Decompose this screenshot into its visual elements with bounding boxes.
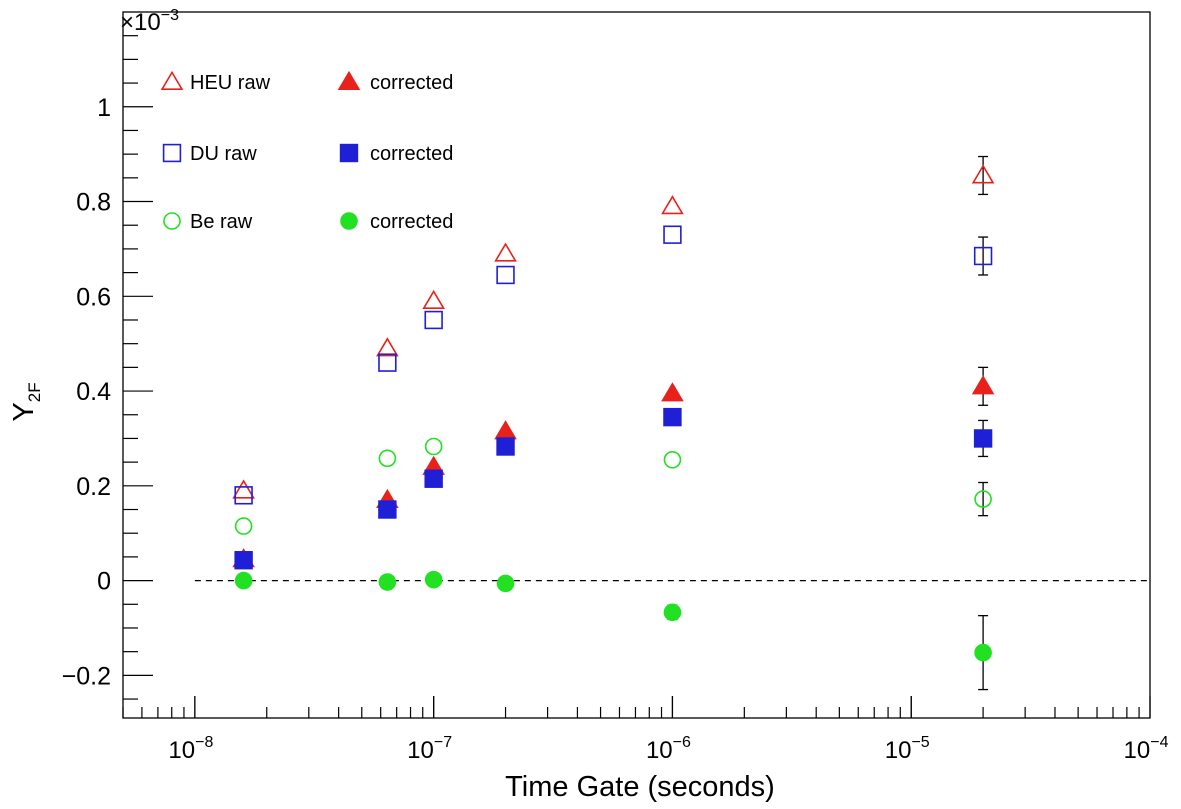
point-square-open: [378, 353, 397, 372]
legend-label: DU raw: [190, 143, 257, 165]
y-multiplier-base: ×10: [120, 9, 161, 36]
legend-label: Be raw: [190, 211, 253, 233]
point-square-filled: [496, 437, 515, 456]
point-triangle-filled: [971, 375, 995, 395]
x-tick-label-base: 10: [168, 737, 195, 764]
point-square-filled: [378, 500, 397, 519]
point-triangle-open: [661, 195, 684, 215]
point-circle-filled: [974, 643, 992, 662]
plot-frame-border: [122, 11, 1151, 719]
x-tick-label-base: 10: [885, 737, 912, 764]
y-multiplier-exponent: −3: [161, 7, 179, 24]
point-circle-filled: [234, 571, 253, 590]
x-tick-label-exponent: −7: [434, 734, 452, 751]
point-square-open: [234, 486, 253, 505]
point-square-open: [496, 265, 515, 285]
legend-marker-square-filled: [339, 143, 359, 163]
y-tick-label: −0.2: [62, 662, 111, 690]
point-square-open: [424, 310, 443, 330]
legend-label: corrected: [370, 143, 453, 165]
x-tick-label-base: 10: [646, 737, 673, 764]
y-tick-label: 0.8: [76, 189, 111, 217]
x-tick-label-base: 10: [1124, 737, 1151, 764]
legend-marker-circle-filled: [340, 212, 358, 230]
legend-label: corrected: [370, 211, 453, 233]
y-axis-ticks: −0.2 0 0.2 0.4 0.6 0.8 1: [62, 35, 153, 700]
x-tick-label-exponent: −8: [195, 734, 213, 751]
x-tick-label-exponent: −6: [673, 734, 691, 751]
point-circle-open: [424, 437, 443, 456]
point-circle-filled: [663, 603, 682, 622]
point-square-filled: [424, 469, 443, 488]
y-tick-label: 0.6: [76, 283, 111, 311]
x-tick-label-exponent: −5: [911, 734, 929, 751]
plot-frame: [122, 11, 1151, 719]
x-tick-label: 10−6: [646, 734, 691, 764]
point-square-open: [663, 225, 682, 244]
legend: HEU raw corrected DU raw corrected Be raw cor…: [160, 70, 453, 233]
legend-marker-circle-open: [163, 212, 181, 230]
legend-marker-triangle-filled: [337, 70, 361, 90]
point-circle-open: [234, 517, 253, 535]
x-axis-label: Time Gate (seconds): [505, 771, 775, 803]
point-square-filled: [234, 551, 253, 570]
point-circle-open: [974, 490, 992, 508]
legend-marker-triangle-open: [160, 70, 184, 90]
legend-marker-square-open: [162, 143, 182, 163]
y-tick-label: 0.2: [76, 473, 111, 501]
x-axis-ticks: 10−8 10−7 10−6 10−5 10−4: [122, 696, 1169, 764]
y-tick-label: 0.4: [76, 378, 111, 406]
x-tick-label: 10−7: [407, 734, 452, 764]
point-circle-filled: [424, 570, 443, 589]
x-tick-label: 10−4: [1124, 734, 1169, 764]
point-circle-open: [378, 449, 397, 468]
y-tick-label: 1: [97, 94, 111, 122]
point-square-filled: [973, 429, 993, 448]
x-tick-label-base: 10: [407, 737, 434, 764]
point-circle-filled: [496, 574, 515, 593]
legend-label: corrected: [370, 72, 453, 94]
data-points: [232, 155, 995, 691]
point-circle-open: [663, 450, 682, 469]
x-tick-label-exponent: −4: [1150, 734, 1168, 751]
y-tick-label: 0: [97, 568, 111, 596]
point-triangle-open: [376, 337, 399, 357]
y-axis-multiplier: ×10−3: [120, 7, 179, 36]
point-circle-filled: [378, 573, 397, 591]
legend-label: HEU raw: [190, 72, 271, 94]
y-axis-label-sub: 2F: [25, 382, 44, 402]
point-triangle-open: [422, 289, 445, 310]
point-square-open: [973, 246, 993, 266]
point-triangle-open: [971, 164, 995, 184]
y-axis-label-main: Y: [8, 402, 40, 421]
x-tick-label: 10−5: [885, 734, 930, 764]
point-triangle-filled: [661, 382, 684, 402]
y-axis-label: Y2F: [8, 382, 44, 421]
x-tick-label: 10−8: [168, 734, 213, 764]
svg-text:Y2F: Y2F: [8, 382, 44, 421]
point-triangle-open: [232, 479, 255, 499]
point-triangle-open: [494, 242, 517, 262]
point-square-filled: [663, 407, 682, 427]
